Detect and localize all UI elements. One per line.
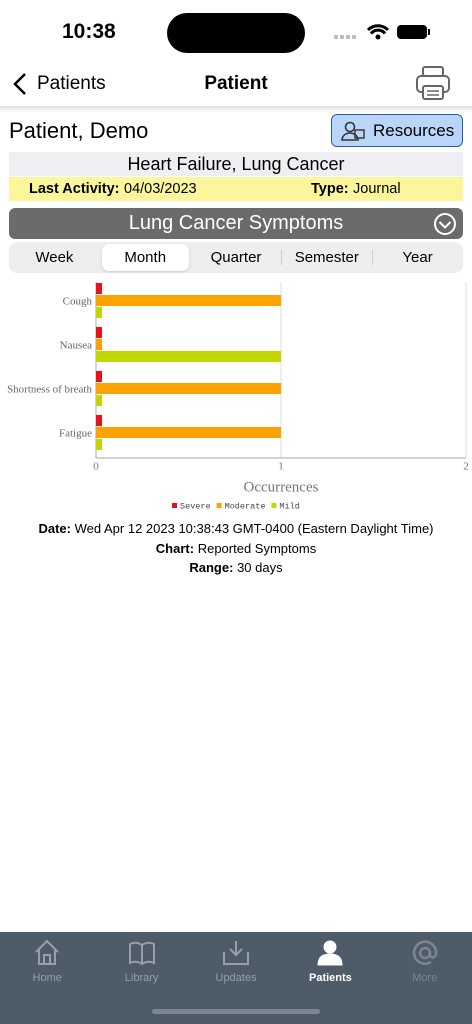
bar bbox=[96, 415, 102, 426]
bar bbox=[96, 383, 281, 394]
tab-label: Patients bbox=[308, 972, 352, 984]
nav-shadow bbox=[0, 106, 472, 112]
period-divider bbox=[281, 250, 283, 265]
period-option[interactable]: Semester bbox=[294, 249, 359, 266]
patient-name: Patient, Demo bbox=[9, 118, 149, 143]
legend-label: Moderate bbox=[225, 501, 266, 511]
tab-item[interactable]: Patients bbox=[283, 938, 377, 988]
status-icons bbox=[334, 24, 430, 40]
tab-label: Updates bbox=[215, 972, 257, 984]
info-label: Range: bbox=[189, 560, 234, 575]
tab-item[interactable]: Updates bbox=[189, 938, 283, 988]
legend-swatch bbox=[271, 503, 277, 508]
period-option[interactable]: Quarter bbox=[210, 249, 262, 266]
resources-label: Resources bbox=[373, 121, 455, 140]
legend-label: Mild bbox=[279, 501, 299, 511]
last-activity-label: Last Activity: bbox=[29, 181, 120, 197]
tab-icon bbox=[128, 941, 155, 966]
bar bbox=[96, 351, 281, 362]
tab-icon bbox=[317, 940, 343, 966]
info-value: 30 days bbox=[237, 560, 283, 575]
info-label: Date: bbox=[38, 521, 71, 536]
bar bbox=[96, 371, 102, 382]
tab-item[interactable]: More bbox=[378, 938, 472, 988]
resources-button[interactable]: Resources bbox=[331, 114, 463, 147]
legend-label: Severe bbox=[180, 501, 211, 511]
bar bbox=[96, 307, 102, 318]
bar bbox=[96, 439, 102, 450]
type-label: Type: bbox=[311, 181, 349, 197]
collapse-icon[interactable] bbox=[433, 212, 457, 236]
bar bbox=[96, 283, 102, 294]
period-option[interactable]: Month bbox=[124, 249, 167, 266]
period-option[interactable]: Week bbox=[35, 249, 74, 266]
y-tick-label: Fatigue bbox=[59, 428, 92, 440]
bar bbox=[96, 395, 102, 406]
y-tick-label: Shortness of breath bbox=[7, 384, 92, 396]
period-selected bbox=[101, 244, 189, 271]
bar bbox=[96, 295, 281, 306]
tab-item[interactable]: Home bbox=[0, 938, 94, 988]
info-row: Range: 30 days bbox=[0, 560, 472, 580]
tab-label: Home bbox=[32, 972, 62, 984]
y-tick-label: Nausea bbox=[60, 340, 92, 352]
resources-icon bbox=[341, 121, 365, 141]
status-time: 10:38 bbox=[62, 20, 116, 43]
bar bbox=[96, 339, 102, 350]
type: Journal bbox=[353, 181, 401, 197]
conditions: Heart Failure, Lung Cancer bbox=[9, 152, 463, 176]
home-indicator bbox=[152, 1009, 320, 1014]
bar bbox=[96, 327, 102, 338]
last-activity: 04/03/2023 bbox=[124, 181, 197, 197]
y-tick-label: Cough bbox=[63, 296, 93, 308]
info-label: Chart: bbox=[155, 540, 195, 556]
section-header[interactable]: Lung Cancer Symptoms bbox=[9, 208, 463, 239]
x-tick-label: 1 bbox=[278, 461, 284, 473]
legend-swatch bbox=[172, 503, 177, 508]
tab-bar: Home Library Updates Patients More bbox=[0, 932, 472, 1024]
x-axis-label: Occurrences bbox=[244, 479, 319, 495]
chart: 0 1 2 Cough Nausea Shortness of breath Fatigue… bbox=[7, 282, 469, 511]
period-divider bbox=[372, 250, 374, 265]
activity-row: Last Activity: 04/03/2023 Type: Journal bbox=[9, 177, 463, 201]
x-tick-label: 0 bbox=[93, 461, 99, 473]
info-value: Reported Symptoms bbox=[197, 540, 317, 556]
back-button[interactable]: Patients bbox=[37, 73, 106, 94]
info-row: Chart: Reported Symptoms bbox=[0, 541, 472, 561]
tab-item[interactable]: Library bbox=[94, 938, 188, 988]
period-control: Week Month Quarter Semester Year bbox=[9, 242, 463, 273]
tab-icon bbox=[222, 941, 249, 965]
section-title: Lung Cancer Symptoms bbox=[128, 212, 344, 234]
tab-icon bbox=[412, 940, 438, 965]
info-row: Date: Wed Apr 12 2023 10:38:43 GMT-0400 … bbox=[0, 521, 472, 541]
x-tick-label: 2 bbox=[463, 461, 469, 473]
tab-icon bbox=[35, 939, 59, 965]
tab-label: More bbox=[412, 972, 438, 984]
dynamic-island bbox=[167, 13, 305, 53]
print-button[interactable] bbox=[414, 64, 452, 102]
back-chevron[interactable] bbox=[12, 72, 28, 96]
period-option[interactable]: Year bbox=[402, 249, 433, 266]
tab-label: Library bbox=[124, 972, 159, 984]
info-value: Wed Apr 12 2023 10:38:43 GMT-0400 (Easte… bbox=[74, 521, 434, 536]
nav-title: Patient bbox=[204, 73, 268, 94]
legend-swatch bbox=[216, 503, 222, 508]
bar bbox=[96, 427, 281, 438]
chart-info: Date: Wed Apr 12 2023 10:38:43 GMT-0400 … bbox=[0, 521, 472, 580]
